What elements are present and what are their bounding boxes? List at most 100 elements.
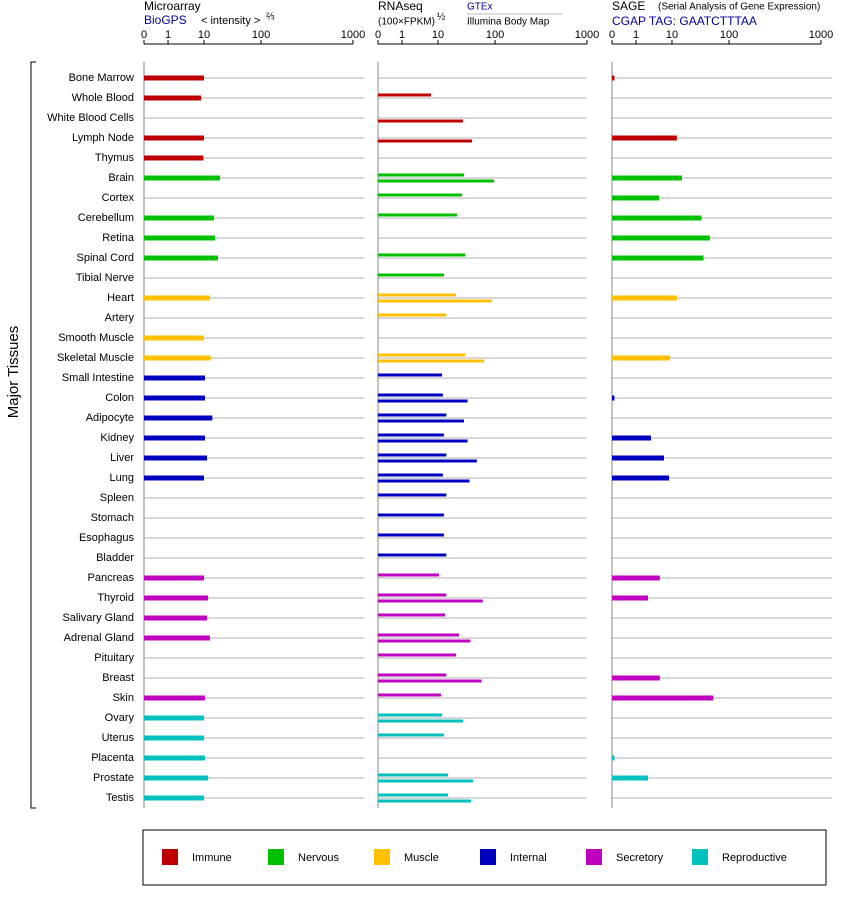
row-label: Testis — [106, 792, 135, 804]
bar — [144, 395, 205, 401]
bar — [378, 139, 473, 143]
bar — [612, 455, 665, 461]
bar — [144, 595, 209, 601]
panel-title: Microarray — [144, 0, 201, 13]
bar — [378, 633, 459, 637]
row-label: Smooth Muscle — [58, 332, 134, 344]
x-tick-label: 1000 — [575, 29, 599, 41]
bar — [378, 293, 457, 297]
bar — [378, 193, 462, 197]
bracket — [30, 61, 36, 809]
bar — [612, 435, 651, 441]
bar — [378, 373, 443, 377]
bar — [378, 553, 447, 557]
bar — [144, 735, 204, 741]
x-tick-label: 0 — [609, 29, 615, 41]
measure: < intensity > — [201, 15, 260, 27]
row-label: Stomach — [91, 512, 134, 524]
row-label: Cortex — [102, 192, 135, 204]
row-label: Lymph Node — [72, 132, 134, 144]
row-label: Retina — [102, 232, 135, 244]
x-tick-label: 10 — [432, 29, 444, 41]
legend-label: Internal — [510, 852, 547, 864]
row-label: Bone Marrow — [69, 72, 134, 84]
bar — [144, 355, 211, 361]
bar — [378, 119, 463, 123]
bar — [378, 613, 446, 617]
row-label: Spinal Cord — [77, 252, 134, 264]
row-label: Salivary Gland — [62, 612, 134, 624]
bar — [378, 473, 443, 477]
legend-box — [142, 829, 827, 886]
bar — [378, 433, 444, 437]
bar — [144, 255, 218, 261]
bar — [378, 573, 439, 577]
bar — [144, 215, 215, 221]
bar — [612, 75, 615, 81]
row-label: Esophagus — [79, 532, 135, 544]
x-tick-label: 100 — [486, 29, 504, 41]
row-label: Uterus — [102, 732, 135, 744]
row-label: Small Intestine — [62, 372, 134, 384]
exponent: ½ — [437, 12, 446, 23]
row-label: Lung — [110, 472, 134, 484]
row-label: Skin — [113, 692, 134, 704]
row-label: Kidney — [100, 432, 134, 444]
bar — [378, 273, 444, 277]
bar — [144, 95, 202, 101]
bar — [144, 795, 204, 801]
x-tick-label: 1 — [633, 29, 639, 41]
measure: (100×FPKM) — [378, 17, 435, 28]
bar — [378, 599, 483, 603]
bar — [144, 335, 204, 341]
legend-label: Immune — [192, 852, 232, 864]
row-label: Adrenal Gland — [64, 632, 134, 644]
row-label: Colon — [105, 392, 134, 404]
bar — [144, 455, 208, 461]
series-name: Illumina Body Map — [467, 17, 550, 28]
x-tick-label: 1 — [399, 29, 405, 41]
bar — [144, 775, 209, 781]
panel-title: RNAseq — [378, 0, 423, 13]
bar — [378, 639, 471, 643]
row-label: Cerebellum — [78, 212, 134, 224]
bar — [612, 675, 660, 681]
row-label: Placenta — [91, 752, 135, 764]
bar — [378, 799, 472, 803]
bar — [144, 575, 204, 581]
bar — [144, 375, 205, 381]
bar — [144, 75, 204, 81]
bar — [144, 135, 204, 141]
x-tick-label: 0 — [141, 29, 147, 41]
bar — [144, 415, 213, 421]
bar — [378, 93, 432, 97]
row-label: Skeletal Muscle — [57, 352, 134, 364]
row-label: Prostate — [93, 772, 134, 784]
bar — [378, 353, 466, 357]
bar — [378, 713, 443, 717]
bar — [378, 393, 443, 397]
bar — [378, 653, 457, 657]
bar — [612, 195, 660, 201]
bar — [612, 355, 670, 361]
bar — [378, 593, 447, 597]
row-label: Tibial Nerve — [76, 272, 134, 284]
legend-swatch — [692, 849, 708, 865]
legend-swatch — [162, 849, 178, 865]
row-label: Artery — [105, 312, 135, 324]
row-label: Thyroid — [97, 592, 134, 604]
x-tick-label: 0 — [375, 29, 381, 41]
bar — [612, 775, 648, 781]
exponent: ⅔ — [266, 12, 275, 23]
bar — [612, 395, 615, 401]
bar — [612, 295, 677, 301]
bar — [612, 175, 683, 181]
bar — [612, 255, 704, 261]
x-tick-label: 100 — [720, 29, 738, 41]
legend-label: Secretory — [616, 852, 664, 864]
row-label: Adipocyte — [86, 412, 134, 424]
bar — [378, 399, 468, 403]
series-name: BioGPS — [144, 13, 187, 27]
bar — [144, 155, 204, 161]
